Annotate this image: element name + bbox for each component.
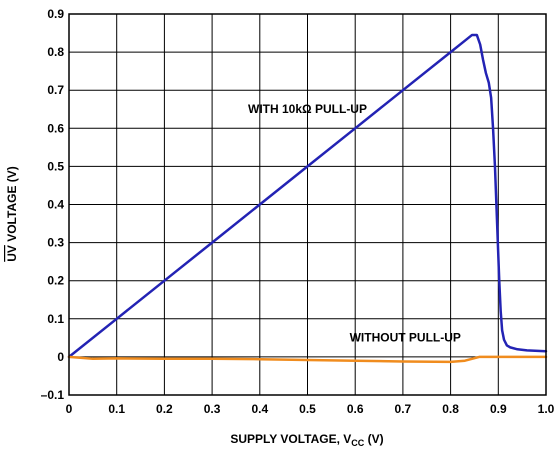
y-tick-label: 0 [57, 350, 64, 364]
x-tick-label: 0.1 [108, 402, 125, 416]
x-tick-label: 0 [66, 402, 73, 416]
x-axis-title-subscript: CC [351, 438, 364, 448]
x-tick-label: 0.7 [395, 402, 412, 416]
y-tick-label: –0.1 [41, 388, 65, 402]
y-tick-label: 0.2 [47, 274, 64, 288]
x-tick-label: 0.8 [442, 402, 459, 416]
x-tick-label: 0.9 [490, 402, 507, 416]
series-layer [67, 33, 548, 364]
x-tick-label: 0.3 [204, 402, 221, 416]
y-axis-title-overlined: UV [5, 245, 19, 262]
y-tick-label: 0.1 [47, 312, 64, 326]
y-tick-label: 0.7 [47, 83, 64, 97]
y-tick-label: 0.5 [47, 159, 64, 173]
y-axis-title: UV VOLTAGE (V) [5, 166, 19, 262]
plot-border [68, 13, 547, 396]
tick-labels: 0 0.1 0.2 0.3 0.4 0.5 0.6 0.7 0.8 0.9 1.0–0.100.10… [41, 7, 555, 416]
x-tick-label: 0.5 [299, 402, 316, 416]
y-tick-label: 0.8 [47, 45, 64, 59]
plot-frame [68, 13, 547, 396]
y-tick-label: 0.3 [47, 236, 64, 250]
x-tick-label: 0.2 [156, 402, 173, 416]
y-tick-label: 0.6 [47, 121, 64, 135]
y-tick-label: 0.4 [47, 198, 64, 212]
series-line-with-pull-up [67, 33, 548, 359]
y-tick-label: 0.9 [47, 7, 64, 21]
series-line-without-pull-up [67, 355, 548, 364]
x-tick-label: 1.0 [538, 402, 555, 416]
annotation-without-pull-up: WITHOUT PULL-UP [350, 331, 461, 345]
annotations: WITH 10kΩ PULL-UP WITHOUT PULL-UP [248, 102, 461, 345]
x-tick-label: 0.4 [251, 402, 268, 416]
x-tick-label: 0.6 [347, 402, 364, 416]
x-axis-title-main: SUPPLY VOLTAGE, V [230, 432, 351, 446]
x-axis-title-unit: (V) [364, 432, 383, 446]
x-axis-title: SUPPLY VOLTAGE, VCC (V) [230, 432, 383, 448]
grid [69, 14, 546, 395]
annotation-with-pull-up: WITH 10kΩ PULL-UP [248, 102, 367, 116]
y-axis-title-rest: VOLTAGE (V) [5, 166, 19, 245]
